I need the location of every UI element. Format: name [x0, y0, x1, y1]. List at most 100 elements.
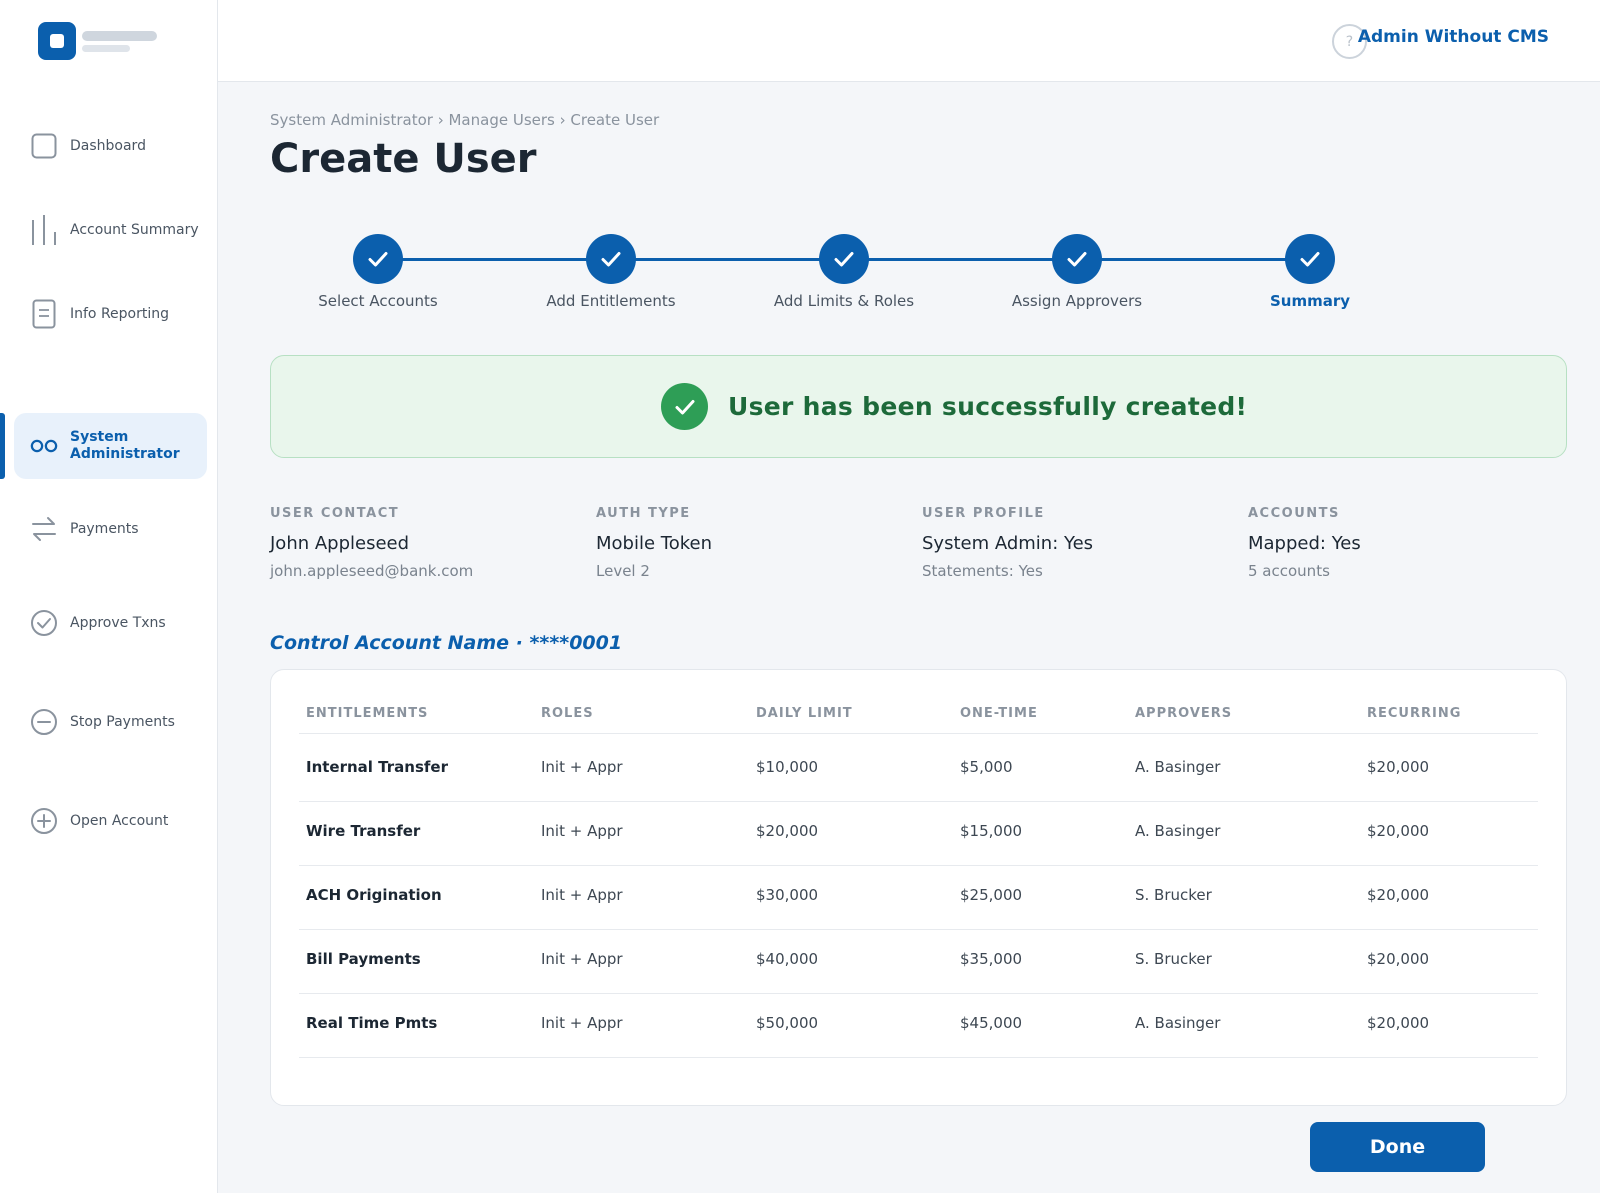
bar-chart-icon — [30, 215, 58, 245]
step-check-icon — [353, 234, 403, 284]
logo-wordmark-placeholder — [82, 31, 157, 41]
cell-role: Init + Appr — [541, 1014, 623, 1032]
table-row[interactable]: Bill Payments Init + Appr $40,000 $35,00… — [271, 928, 1568, 992]
step-check-icon — [819, 234, 869, 284]
table-row[interactable]: Internal Transfer Init + Appr $10,000 $5… — [271, 736, 1568, 800]
step-label: Assign Approvers — [1011, 292, 1143, 310]
column-header: ONE-TIME — [960, 706, 1038, 721]
cell-entitlement: Real Time Pmts — [306, 1014, 438, 1032]
cell-approver: A. Basinger — [1135, 758, 1221, 776]
success-check-icon — [661, 383, 708, 430]
step-check-icon — [1052, 234, 1102, 284]
sidebar-item-open-account[interactable]: Open Account — [0, 789, 218, 853]
step-label: Add Limits & Roles — [773, 292, 915, 310]
cell-one-time: $45,000 — [960, 1014, 1023, 1032]
sidebar-item-info-reporting[interactable]: Info Reporting — [0, 282, 218, 346]
cell-approver: A. Basinger — [1135, 822, 1221, 840]
help-icon[interactable]: ? — [1332, 24, 1367, 59]
cell-one-time: $25,000 — [960, 886, 1023, 904]
sidebar-item-payments[interactable]: Payments — [0, 497, 218, 561]
header-divider — [299, 733, 1538, 734]
cell-one-time: $5,000 — [960, 758, 1013, 776]
cell-approver: S. Brucker — [1135, 886, 1212, 904]
cell-entitlement: Bill Payments — [306, 950, 421, 968]
breadcrumb[interactable]: System Administrator › Manage Users › Cr… — [270, 111, 660, 129]
document-icon — [30, 299, 58, 329]
cell-approver: A. Basinger — [1135, 1014, 1221, 1032]
cell-approver: S. Brucker — [1135, 950, 1212, 968]
info-accounts: ACCOUNTS Mapped: Yes 5 accounts — [1248, 506, 1548, 580]
info-user-profile: USER PROFILE System Admin: Yes Statement… — [922, 506, 1222, 580]
sidebar-item-label: Approve Txns — [70, 614, 166, 631]
cell-entitlement: Wire Transfer — [306, 822, 421, 840]
info-label: USER CONTACT — [270, 506, 400, 521]
column-header: DAILY LIMIT — [756, 706, 853, 721]
cell-daily-limit: $50,000 — [756, 1014, 819, 1032]
sidebar-item-dashboard[interactable]: Dashboard — [0, 114, 218, 178]
column-header: APPROVERS — [1135, 706, 1233, 721]
column-header: ENTITLEMENTS — [306, 706, 429, 721]
active-indicator — [0, 413, 5, 479]
sidebar-item-account-summary[interactable]: Account Summary — [0, 198, 218, 262]
cell-entitlement: Internal Transfer — [306, 758, 448, 776]
minus-circle-icon — [30, 707, 58, 737]
sidebar-item-approve-txns[interactable]: Approve Txns — [0, 591, 218, 655]
row-divider — [299, 865, 1538, 866]
table-row[interactable]: Wire Transfer Init + Appr $20,000 $15,00… — [271, 800, 1568, 864]
transfer-arrows-icon — [30, 514, 58, 544]
cell-recurring: $20,000 — [1367, 950, 1430, 968]
row-divider — [299, 929, 1538, 930]
sidebar-item-stop-payments[interactable]: Stop Payments — [0, 690, 218, 754]
cell-one-time: $35,000 — [960, 950, 1023, 968]
info-label: AUTH TYPE — [596, 506, 691, 521]
sidebar-item-label: Account Summary — [70, 221, 199, 238]
row-divider — [299, 801, 1538, 802]
entitlements-table: ENTITLEMENTS ROLES DAILY LIMIT ONE-TIME … — [270, 669, 1567, 1106]
sidebar-item-label: Open Account — [70, 812, 169, 829]
sidebar-item-label: System Administrator — [70, 429, 180, 462]
sidebar: Dashboard Account Summary Info Reporting… — [0, 0, 218, 1193]
cell-role: Init + Appr — [541, 758, 623, 776]
info-label: USER PROFILE — [922, 506, 1045, 521]
sidebar-item-label: Payments — [70, 520, 139, 537]
step-check-icon — [1285, 234, 1335, 284]
success-banner: User has been successfully created! — [270, 355, 1567, 458]
cell-recurring: $20,000 — [1367, 822, 1430, 840]
column-header: RECURRING — [1367, 706, 1462, 721]
plus-circle-icon — [30, 806, 58, 836]
info-value: Mapped: Yes — [1248, 533, 1361, 554]
square-icon — [30, 131, 58, 161]
table-row[interactable]: ACH Origination Init + Appr $30,000 $25,… — [271, 864, 1568, 928]
cell-entitlement: ACH Origination — [306, 886, 442, 904]
info-value: John Appleseed — [270, 533, 410, 554]
sidebar-item-system-administrator[interactable]: System Administrator — [0, 413, 218, 479]
users-icon — [30, 431, 58, 461]
cell-role: Init + Appr — [541, 822, 623, 840]
cell-role: Init + Appr — [541, 886, 623, 904]
progress-stepper: Select Accounts Add Entitlements Add Lim… — [270, 232, 1570, 322]
cell-daily-limit: $40,000 — [756, 950, 819, 968]
row-divider — [299, 1057, 1538, 1058]
account-title: Control Account Name · ****0001 — [270, 632, 623, 654]
info-subvalue: john.appleseed@bank.com — [270, 562, 474, 580]
column-header: ROLES — [541, 706, 594, 721]
info-auth-type: AUTH TYPE Mobile Token Level 2 — [596, 506, 896, 580]
top-header: ? Admin Without CMS — [218, 0, 1600, 82]
sidebar-item-label: Info Reporting — [70, 305, 170, 322]
info-subvalue: 5 accounts — [1248, 562, 1330, 580]
sidebar-item-label: Dashboard — [70, 137, 146, 154]
done-button[interactable]: Done — [1310, 1122, 1485, 1172]
step-label: Add Entitlements — [546, 292, 676, 310]
cell-daily-limit: $10,000 — [756, 758, 819, 776]
logo-tagline-placeholder — [82, 45, 130, 52]
user-menu[interactable]: Admin Without CMS — [1357, 27, 1549, 47]
step-label: Summary — [1269, 292, 1351, 310]
check-circle-icon — [30, 608, 58, 638]
success-message: User has been successfully created! — [728, 392, 1248, 421]
table-row[interactable]: Real Time Pmts Init + Appr $50,000 $45,0… — [271, 992, 1568, 1056]
info-subvalue: Statements: Yes — [922, 562, 1043, 580]
cell-recurring: $20,000 — [1367, 1014, 1430, 1032]
cell-daily-limit: $20,000 — [756, 822, 819, 840]
page-title: Create User — [270, 136, 537, 182]
cell-one-time: $15,000 — [960, 822, 1023, 840]
